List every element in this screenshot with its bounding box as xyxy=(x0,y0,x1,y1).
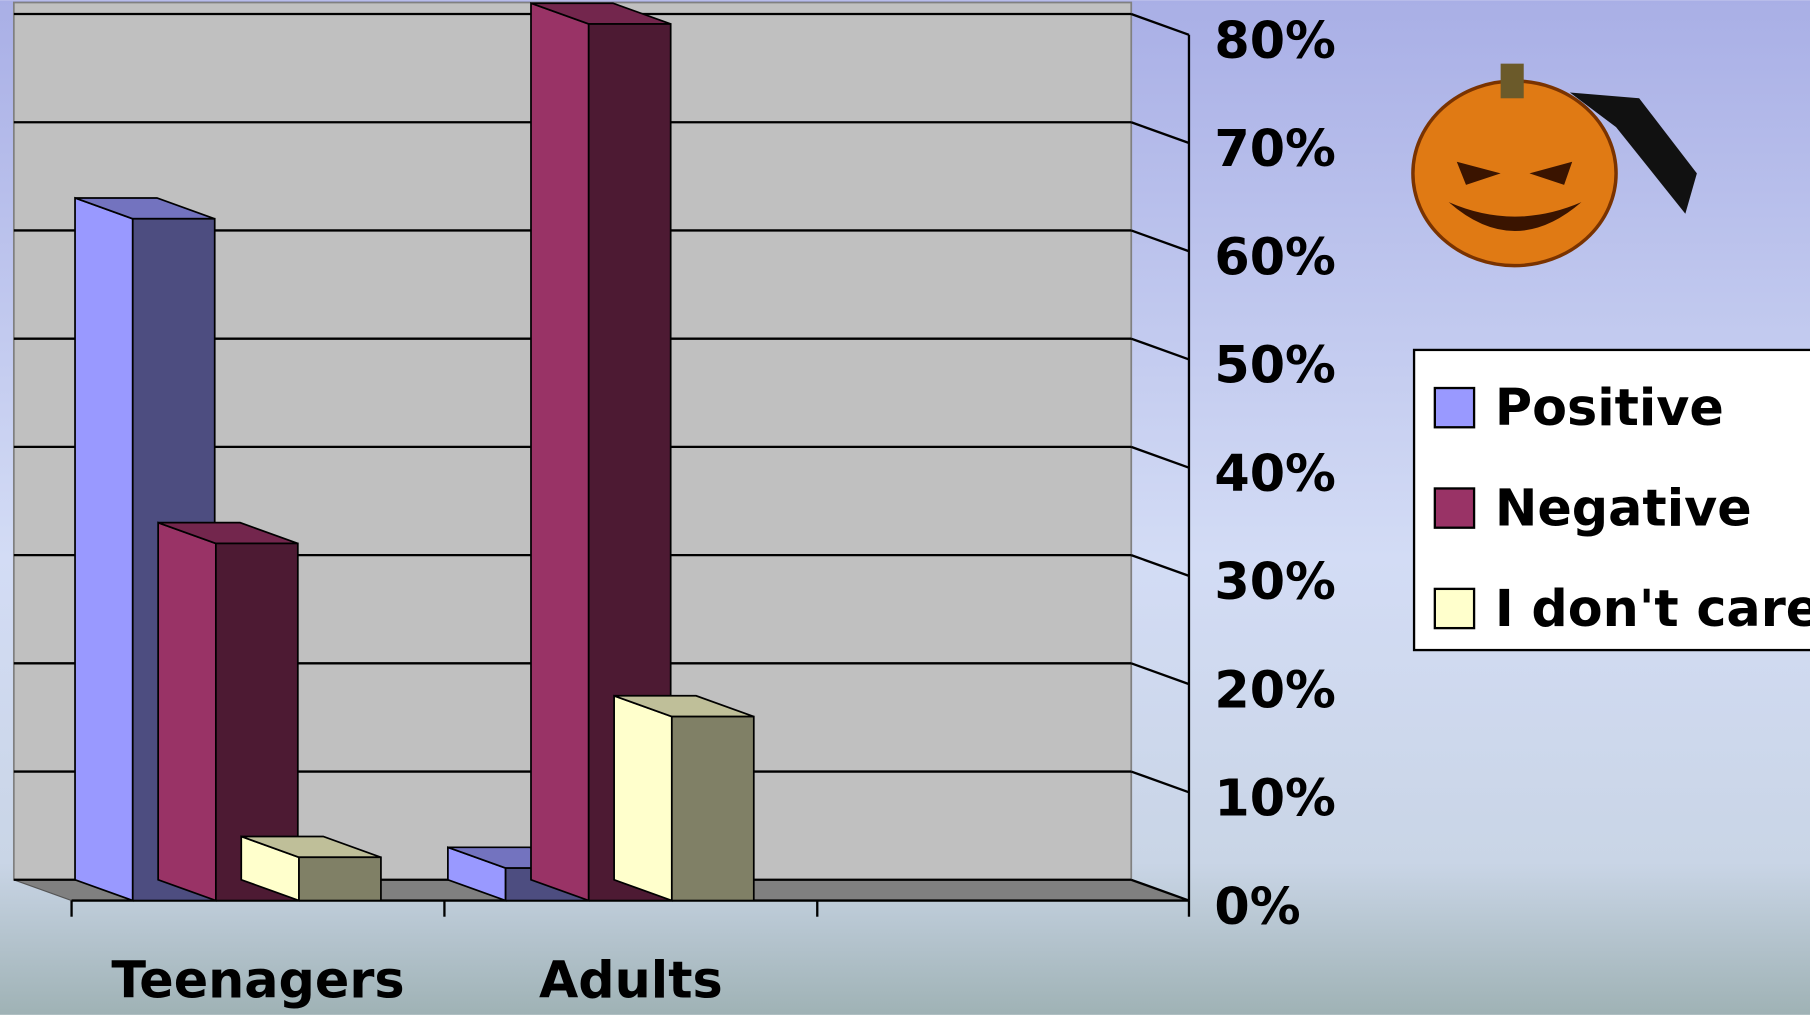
plot-area: 0% 10% 20% 30% 40% 50% 60% 70% 80% Teenagers Adult… xyxy=(12,1,1336,1010)
y-tick xyxy=(1130,12,1190,36)
bar xyxy=(240,835,382,902)
y-tick-label: 80% xyxy=(1214,11,1336,70)
legend-swatch xyxy=(1433,386,1476,429)
y-tick xyxy=(1130,337,1190,361)
y-tick xyxy=(1130,229,1190,253)
y-tick-label: 30% xyxy=(1214,552,1336,611)
legend-label: I don't care xyxy=(1495,579,1810,638)
legend-swatch xyxy=(1433,487,1476,529)
y-tick-label: 20% xyxy=(1214,660,1336,719)
legend-swatch xyxy=(1433,587,1476,630)
legend-box xyxy=(1412,348,1810,652)
y-tick xyxy=(1130,770,1190,794)
legend-label: Negative xyxy=(1495,479,1752,538)
y-tick-label: 10% xyxy=(1214,769,1336,828)
bar-side xyxy=(613,694,673,902)
y-tick-label: 60% xyxy=(1214,227,1336,286)
bar-side xyxy=(74,196,134,902)
bar-front xyxy=(298,856,382,902)
y-tick xyxy=(1130,445,1190,469)
bar-side xyxy=(157,521,217,902)
legend-label: Positive xyxy=(1495,378,1724,437)
y-tick xyxy=(1130,662,1190,686)
x-tick-label: Adults xyxy=(539,951,723,1010)
legend-items: Positive Negative I don't care xyxy=(1433,378,1810,638)
y-tick-label: 70% xyxy=(1214,119,1336,178)
bar-side xyxy=(530,1,590,902)
y-tick xyxy=(1130,878,1190,902)
x-tick-label: Teenagers xyxy=(111,951,404,1010)
legend[interactable]: Positive Negative I don't care xyxy=(1412,348,1810,652)
y-tick-label: 0% xyxy=(1214,877,1300,936)
y-tick-label: 40% xyxy=(1214,444,1336,503)
bar xyxy=(613,694,755,902)
pumpkin-decoration xyxy=(1411,63,1697,268)
bar-front xyxy=(670,715,755,902)
y-tick xyxy=(1130,121,1190,145)
y-tick xyxy=(1130,554,1190,577)
y-tick-label: 50% xyxy=(1214,336,1336,395)
